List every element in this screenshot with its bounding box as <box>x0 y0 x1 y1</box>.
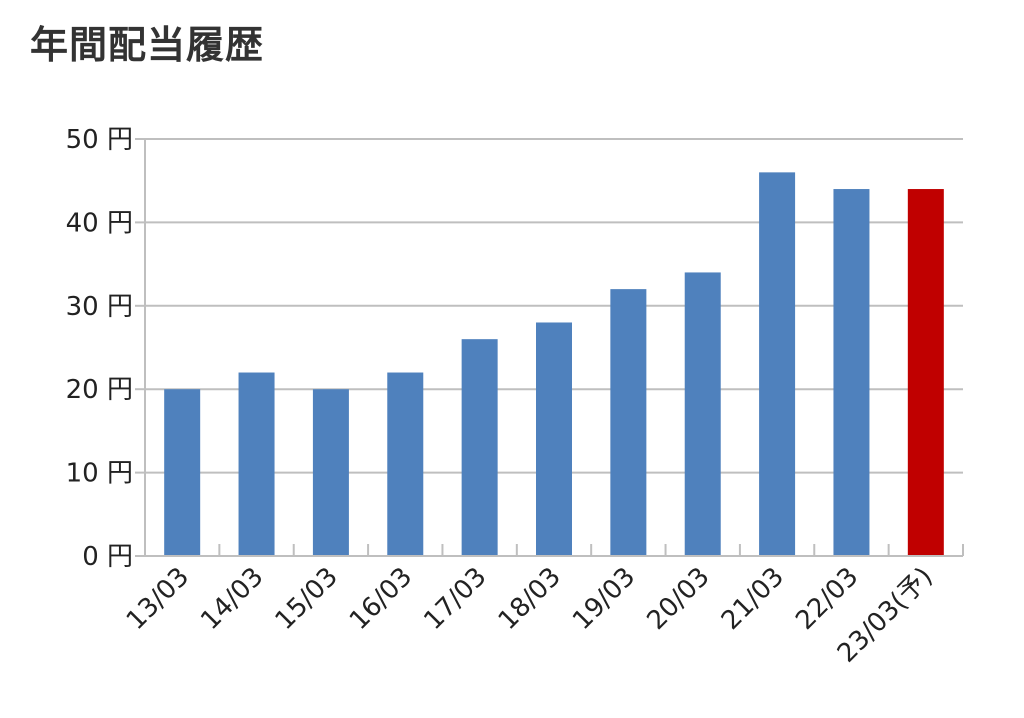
bar-18/03 <box>536 322 572 556</box>
x-tick-label: 14/03 <box>195 562 269 636</box>
y-tick-label: 30 円 <box>66 292 133 322</box>
x-tick-label: 21/03 <box>716 562 790 636</box>
x-axis-ticks: 13/03 14/03 15/03 16/03 17/03 18/03 19/03 20/03… <box>121 562 939 669</box>
bar-21/03 <box>759 172 796 557</box>
y-axis-ticks: 0 円 10 円 20 円 30 円 40 円 50 円 <box>66 125 133 572</box>
x-tick-label: 15/03 <box>270 562 344 636</box>
x-tick-label: 20/03 <box>641 562 715 636</box>
y-tick-label: 50 円 <box>66 125 133 155</box>
bar-13/03 <box>164 389 201 556</box>
x-tick-label: 16/03 <box>344 562 418 636</box>
chart-title: 年間配当履歴 <box>30 23 265 67</box>
bar-14/03 <box>238 372 275 556</box>
x-tick-label: 19/03 <box>567 562 641 636</box>
x-tick-label: 13/03 <box>121 562 195 636</box>
y-tick-label: 40 円 <box>66 208 133 238</box>
bar-23/03(予) <box>907 189 944 557</box>
bar-22/03 <box>833 189 870 557</box>
x-tick-label: 17/03 <box>418 562 492 636</box>
y-tick-label: 20 円 <box>66 375 133 405</box>
bars <box>164 172 944 557</box>
x-tick-label: 18/03 <box>493 562 567 636</box>
bar-20/03 <box>684 272 721 556</box>
y-tick-label: 10 円 <box>66 459 133 489</box>
y-tick-label: 0 円 <box>82 542 133 572</box>
bar-19/03 <box>610 289 647 556</box>
bar-17/03 <box>461 339 498 556</box>
axes <box>144 139 964 557</box>
bar-15/03 <box>312 389 349 556</box>
bar-16/03 <box>387 372 424 556</box>
